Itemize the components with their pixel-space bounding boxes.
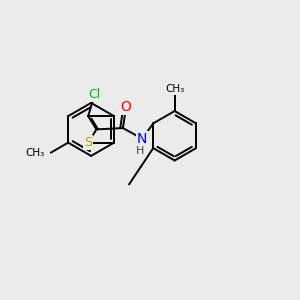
Text: CH₃: CH₃ — [165, 84, 184, 94]
Text: O: O — [121, 100, 131, 114]
Text: H: H — [136, 146, 144, 156]
Text: N: N — [137, 132, 147, 146]
Text: S: S — [84, 136, 92, 149]
Text: Cl: Cl — [88, 88, 101, 101]
Text: CH₃: CH₃ — [25, 148, 44, 158]
